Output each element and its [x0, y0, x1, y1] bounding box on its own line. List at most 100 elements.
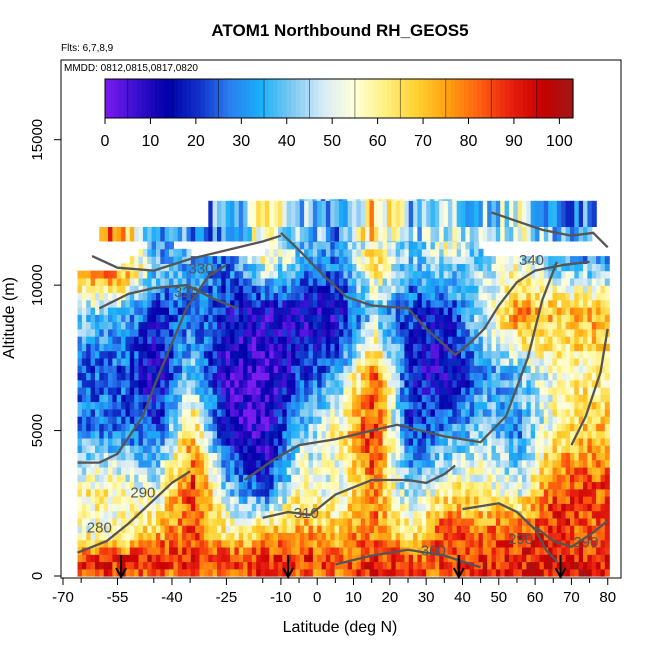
heatmap-cell: [286, 452, 292, 461]
heatmap-cell: [352, 394, 358, 403]
heatmap-cell: [81, 408, 87, 417]
heatmap-cell: [365, 285, 371, 293]
heatmap-cell: [330, 270, 336, 279]
heatmap-cell: [391, 263, 397, 272]
heatmap-cell: [417, 357, 423, 366]
heatmap-cell: [474, 292, 480, 301]
heatmap-cell: [369, 379, 375, 388]
heatmap-cell: [273, 256, 279, 264]
heatmap-cell: [404, 285, 410, 293]
heatmap-cell: [269, 466, 275, 475]
heatmap-cell: [434, 539, 440, 548]
heatmap-cell: [530, 517, 536, 526]
heatmap-cell: [156, 292, 161, 301]
heatmap-cell: [77, 430, 83, 439]
heatmap-cell: [434, 532, 440, 541]
heatmap-cell: [177, 488, 183, 497]
heatmap-cell: [452, 394, 458, 403]
heatmap-cell: [543, 328, 549, 337]
heatmap-cell: [339, 386, 344, 395]
heatmap-cell: [317, 277, 323, 286]
heatmap-cell: [134, 357, 140, 366]
heatmap-cell: [325, 277, 331, 286]
heatmap-cell: [421, 336, 427, 344]
heatmap-cell: [299, 307, 305, 315]
heatmap-cell: [225, 532, 231, 541]
heatmap-cell: [373, 386, 379, 395]
heatmap-cell: [208, 307, 214, 315]
heatmap-cell: [312, 386, 318, 395]
heatmap-cell: [452, 328, 458, 337]
heatmap-cell: [195, 343, 201, 352]
heatmap-cell: [491, 307, 497, 315]
heatmap-cell: [291, 546, 297, 555]
heatmap-cell: [129, 401, 135, 410]
heatmap-cell: [321, 510, 327, 519]
heatmap-cell: [295, 379, 301, 388]
heatmap-cell: [256, 394, 262, 403]
heatmap-cell: [195, 386, 201, 395]
heatmap-cell: [325, 445, 331, 453]
heatmap-cell: [426, 430, 432, 439]
heatmap-cell: [112, 285, 118, 293]
heatmap-cell: [173, 539, 179, 548]
heatmap-cell: [404, 379, 410, 388]
heatmap-cell: [256, 546, 262, 555]
heatmap-cell: [369, 488, 375, 497]
heatmap-cell: [182, 496, 188, 504]
heatmap-cell: [482, 263, 488, 272]
heatmap-cell: [461, 554, 466, 563]
heatmap-cell: [269, 546, 275, 555]
heatmap-cell: [447, 568, 453, 577]
heatmap-cell: [365, 292, 371, 301]
heatmap-cell: [203, 285, 209, 293]
heatmap-cell: [426, 510, 432, 519]
heatmap-cell: [121, 445, 127, 453]
heatmap-cell: [365, 263, 371, 272]
heatmap-cell: [217, 466, 222, 475]
heatmap-cell: [217, 343, 222, 352]
heatmap-cell: [365, 256, 371, 264]
heatmap-cell: [295, 394, 301, 403]
heatmap-cell: [99, 343, 105, 352]
heatmap-cell: [147, 466, 153, 475]
heatmap-cell: [282, 314, 288, 323]
heatmap-cell: [160, 423, 166, 432]
heatmap-cell: [116, 510, 122, 519]
heatmap-cell: [286, 445, 292, 453]
heatmap-cell: [230, 474, 236, 483]
heatmap-cell: [90, 379, 96, 388]
heatmap-cell: [526, 466, 532, 475]
heatmap-cell: [530, 445, 536, 453]
heatmap-cell: [251, 554, 257, 563]
heatmap-cell: [456, 285, 462, 293]
heatmap-cell: [439, 546, 445, 555]
heatmap-cell: [522, 336, 527, 344]
heatmap-cell: [535, 554, 541, 563]
heatmap-cell: [378, 277, 384, 286]
heatmap-cell: [426, 401, 432, 410]
heatmap-cell: [295, 292, 301, 301]
heatmap-cell: [195, 277, 201, 286]
heatmap-cell: [295, 299, 301, 308]
heatmap-cell: [447, 277, 453, 286]
heatmap-cell: [142, 248, 148, 257]
heatmap-cell: [203, 546, 209, 555]
heatmap-cell: [478, 256, 484, 264]
heatmap-cell: [243, 481, 249, 490]
heatmap-cell: [116, 525, 122, 533]
heatmap-cell: [325, 292, 331, 301]
heatmap-cell: [86, 408, 92, 417]
heatmap-cell: [116, 336, 122, 344]
heatmap-cell: [308, 546, 314, 555]
heatmap-cell: [347, 241, 353, 250]
heatmap-cell: [347, 285, 353, 293]
heatmap-cell: [373, 372, 379, 381]
heatmap-cell: [469, 554, 475, 563]
heatmap-cell: [395, 525, 401, 533]
heatmap-cell: [134, 517, 140, 526]
heatmap-cell: [452, 263, 458, 272]
heatmap-cell: [81, 394, 87, 403]
heatmap-cell: [487, 386, 493, 395]
heatmap-cell: [395, 256, 401, 264]
